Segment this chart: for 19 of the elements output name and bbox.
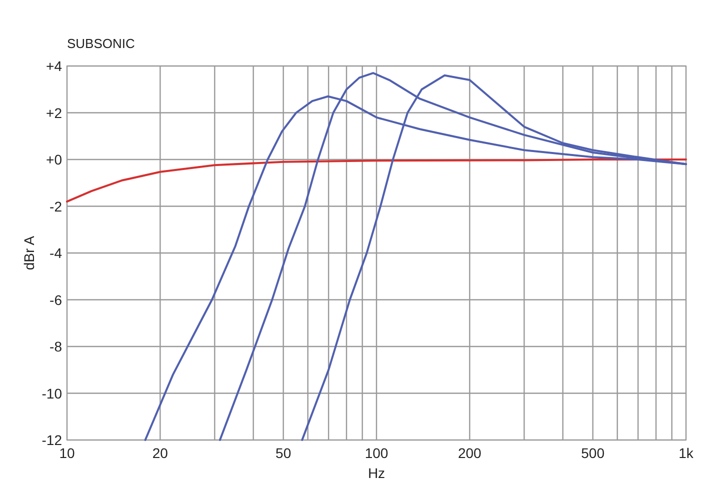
x-tick-label: 1k [678, 445, 694, 461]
y-tick-label: -6 [50, 292, 62, 308]
x-tick-label: 100 [364, 445, 388, 461]
y-tick-label: +4 [46, 58, 62, 74]
y-tick-label: -10 [42, 385, 62, 402]
y-axis-title: dBr A [21, 235, 37, 270]
y-tick-label: -12 [42, 432, 62, 448]
y-tick-label: -4 [50, 245, 62, 261]
y-tick-label: -2 [50, 198, 62, 214]
x-tick-label: 10 [59, 445, 75, 461]
x-tick-label: 20 [152, 445, 168, 461]
chart-title: SUBSONIC [67, 36, 135, 51]
x-tick-label: 500 [581, 445, 605, 461]
y-tick-label: +2 [46, 104, 62, 121]
y-tick-label: -8 [50, 338, 62, 354]
x-tick-label: 50 [276, 445, 292, 461]
x-axis-title: Hz [368, 465, 386, 481]
x-tick-label: 200 [458, 445, 482, 461]
y-tick-label: +0 [46, 152, 62, 168]
